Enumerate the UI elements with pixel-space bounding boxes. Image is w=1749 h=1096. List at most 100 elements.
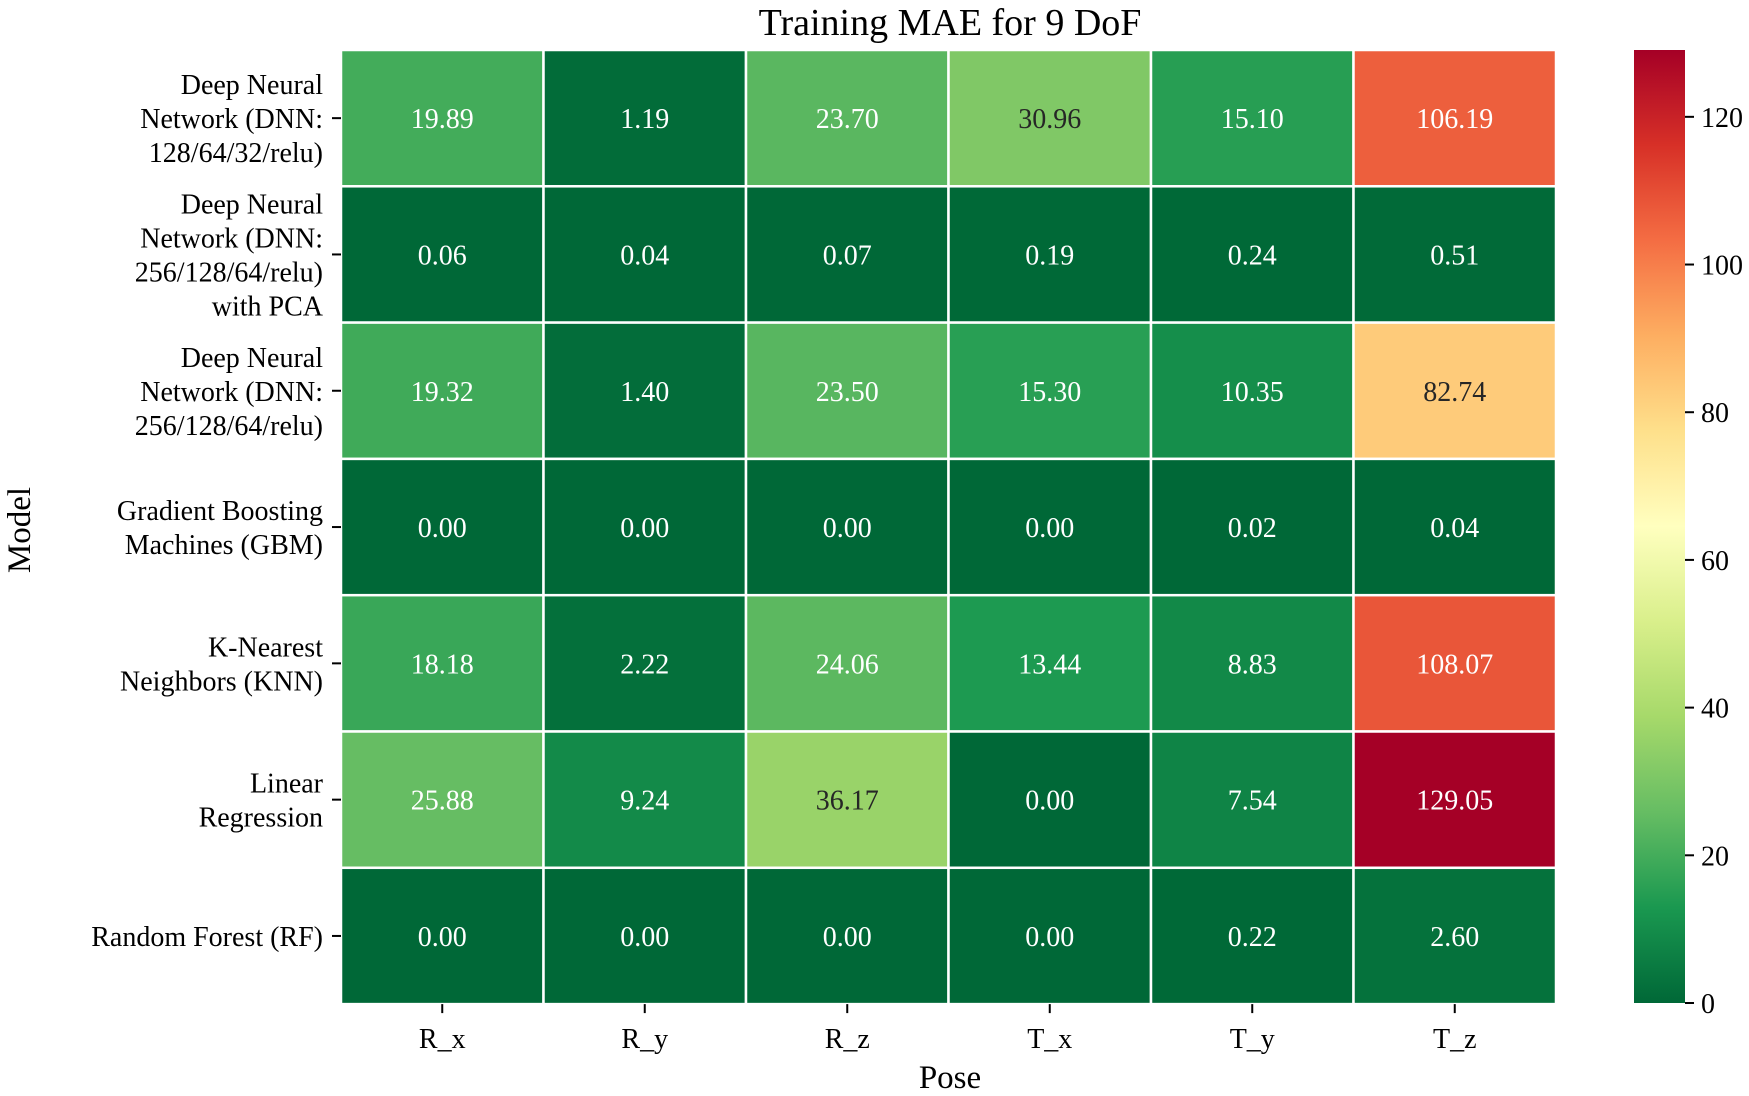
heatmap-cell-value: 15.10 (1221, 104, 1284, 135)
heatmap-cell-value: 18.18 (411, 649, 474, 680)
heatmap-cell-value: 0.06 (418, 240, 467, 271)
colorbar-tick-label: 40 (1701, 694, 1729, 725)
colorbar-tick-label: 100 (1701, 251, 1743, 282)
y-axis-label: Model (2, 487, 38, 573)
heatmap-cell-value: 15.30 (1018, 377, 1081, 408)
heatmap-cell (542, 321, 748, 461)
heatmap-cell-value: 0.04 (1430, 513, 1479, 544)
heatmap-cell (1352, 457, 1558, 597)
heatmap-cell-value: 19.89 (411, 104, 474, 135)
colorbar-gradient-bar (1634, 50, 1685, 1003)
colorbar-tick-label: 20 (1701, 841, 1729, 872)
heatmap-cell-value: 7.54 (1228, 786, 1277, 817)
heatmap-cell-value: 0.22 (1228, 922, 1277, 953)
x-axis-label: Pose (919, 1060, 981, 1096)
heatmap-cell-value: 10.35 (1221, 377, 1284, 408)
heatmap-cell-value: 2.60 (1430, 922, 1479, 953)
heatmap-cell (339, 730, 545, 870)
colorbar-tick-label: 60 (1701, 546, 1729, 577)
heatmap-cell-value: 0.00 (418, 513, 467, 544)
heatmap-cell-value: 0.00 (823, 513, 872, 544)
heatmap-cell-value: 23.70 (816, 104, 879, 135)
heatmap-cell-value: 82.74 (1423, 377, 1486, 408)
heatmap-cell-value: 8.83 (1228, 649, 1277, 680)
y-tick-label: K-Nearest Neighbors (KNN) (120, 632, 323, 697)
heatmap-cell-value: 0.00 (620, 922, 669, 953)
y-tick-label: Gradient Boosting Machines (GBM) (117, 496, 323, 561)
heatmap-cell-value: 2.22 (620, 649, 669, 680)
heatmap-cell-value: 106.19 (1416, 104, 1493, 135)
heatmap-cell-value: 108.07 (1416, 649, 1493, 680)
colorbar-tick-label: 0 (1701, 989, 1715, 1020)
heatmap-cell (542, 866, 748, 1006)
heatmap-cell (947, 593, 1153, 733)
heatmap-cell-value: 0.00 (1025, 922, 1074, 953)
heatmap-cell-value: 13.44 (1018, 649, 1081, 680)
heatmap-cell (947, 457, 1153, 597)
heatmap-cell (1149, 321, 1355, 461)
x-tick-label: T_y (1230, 1024, 1275, 1055)
heatmap-cell-value: 23.50 (816, 377, 879, 408)
heatmap-cell (744, 866, 950, 1006)
y-tick-label: Random Forest (RF) (91, 922, 323, 953)
heatmap-cell-value: 19.32 (411, 377, 474, 408)
heatmap-cell-value: 0.04 (620, 240, 669, 271)
heatmap-cell (339, 866, 545, 1006)
colorbar-tick-label: 120 (1701, 103, 1743, 134)
chart-title: Training MAE for 9 DoF (759, 2, 1142, 44)
heatmap-cell-value: 0.00 (620, 513, 669, 544)
heatmap-cell-value: 0.24 (1228, 240, 1277, 271)
heatmap-cell (1352, 48, 1558, 188)
heatmap-cell (1149, 593, 1355, 733)
heatmap-cell (947, 866, 1153, 1006)
heatmap-cell-value: 30.96 (1018, 104, 1081, 135)
heatmap-cell-value: 24.06 (816, 649, 879, 680)
heatmap-cell (947, 321, 1153, 461)
heatmap-cell (744, 593, 950, 733)
heatmap-cell (542, 185, 748, 324)
heatmap-cell (542, 48, 748, 188)
heatmap-cell (339, 593, 545, 733)
y-tick-label: Deep Neural Network (DNN: 256/128/64/relu) (135, 343, 323, 442)
heatmap-cell (1352, 593, 1558, 733)
heatmap-cell (339, 48, 545, 188)
heatmap-cell-value: 0.02 (1228, 513, 1277, 544)
y-tick-label: Deep Neural Network (DNN: 128/64/32/relu) (140, 70, 323, 169)
heatmap-cell-value: 1.40 (620, 377, 669, 408)
x-axis: R_x R_y R_z T_x T_y T_z (419, 1004, 1477, 1055)
heatmap-cell-value: 0.51 (1430, 240, 1479, 271)
heatmap-cell-value: 0.07 (823, 240, 872, 271)
heatmap-cell-value: 0.00 (418, 922, 467, 953)
heatmap-cell-value: 0.00 (1025, 513, 1074, 544)
heatmap-cell (947, 48, 1153, 188)
heatmap-cell-value: 25.88 (411, 786, 474, 817)
heatmap-cell-value: 9.24 (620, 786, 669, 817)
heatmap-cell-labels: 19.89 1.19 23.70 30.96 15.10 106.19 0.06 0.04 0.… (411, 104, 1494, 953)
heatmap-cell (947, 185, 1153, 324)
x-tick-label: R_z (825, 1024, 870, 1055)
x-tick-label: R_x (419, 1024, 466, 1055)
heatmap-cells (339, 48, 1558, 1006)
heatmap-cell (339, 457, 545, 597)
heatmap-cell-value: 0.00 (823, 922, 872, 953)
y-tick-label: Deep Neural Network (DNN: 256/128/64/relu)… (135, 189, 324, 322)
x-tick-label: T_z (1433, 1024, 1477, 1055)
y-axis: Deep Neural Network (DNN: 128/64/32/relu) D… (91, 70, 341, 953)
heatmap-cell-value: 0.00 (1025, 786, 1074, 817)
x-tick-label: R_y (621, 1024, 668, 1055)
y-tick-label: Linear Regression (199, 769, 324, 834)
heatmap-cell (1352, 321, 1558, 461)
x-tick-label: T_x (1027, 1024, 1072, 1055)
heatmap-cell (542, 457, 748, 597)
heatmap-cell-value: 129.05 (1416, 786, 1493, 817)
colorbar: 0 20 40 60 80 100 120 (1634, 50, 1743, 1020)
heatmap-cell (1352, 185, 1558, 324)
colorbar-tick-label: 80 (1701, 398, 1729, 429)
heatmap-cell-value: 36.17 (816, 786, 879, 817)
heatmap-cell (744, 48, 950, 188)
heatmap-cell (1352, 866, 1558, 1006)
heatmap-cell (1149, 457, 1355, 597)
heatmap-cell-value: 1.19 (620, 104, 669, 135)
heatmap-cell-value: 0.19 (1025, 240, 1074, 271)
